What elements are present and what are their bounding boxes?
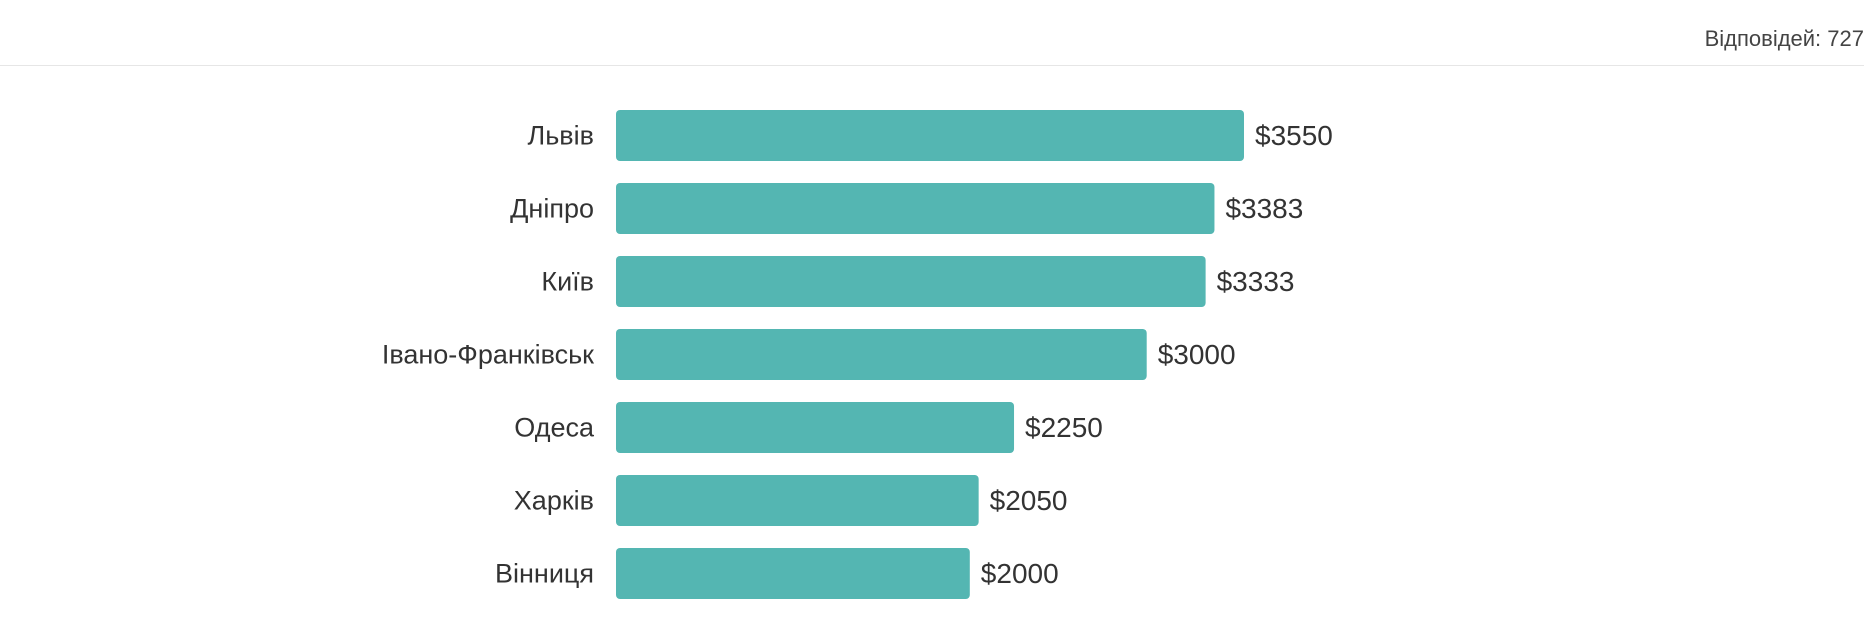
- bar: [616, 329, 1147, 380]
- bar: [616, 183, 1215, 234]
- category-label: Київ: [541, 267, 594, 297]
- bar-chart-svg: Львів $3550 Дніпро $3383 Київ $3333 Івано-Фран…: [382, 110, 1333, 599]
- value-label: $3550: [1255, 120, 1333, 151]
- category-label: Одеса: [514, 413, 595, 443]
- value-label: $2050: [990, 485, 1068, 516]
- bar: [616, 475, 979, 526]
- category-label: Харків: [514, 486, 594, 516]
- value-label: $2000: [981, 558, 1059, 589]
- bar: [616, 548, 970, 599]
- bar: [616, 110, 1244, 161]
- category-label: Дніпро: [510, 194, 594, 224]
- bar: [616, 256, 1206, 307]
- bar-chart: Львів $3550 Дніпро $3383 Київ $3333 Івано-Фран…: [0, 66, 1864, 638]
- value-label: $3383: [1225, 193, 1303, 224]
- value-label: $2250: [1025, 412, 1103, 443]
- responses-count: Відповідей: 727: [1704, 26, 1864, 51]
- value-label: $3333: [1217, 266, 1295, 297]
- category-label: Івано-Франківськ: [382, 340, 594, 370]
- bar: [616, 402, 1015, 453]
- category-label: Вінниця: [495, 559, 594, 589]
- category-label: Львів: [528, 121, 594, 151]
- value-label: $3000: [1158, 339, 1236, 370]
- chart-header: Відповідей: 727: [0, 0, 1864, 66]
